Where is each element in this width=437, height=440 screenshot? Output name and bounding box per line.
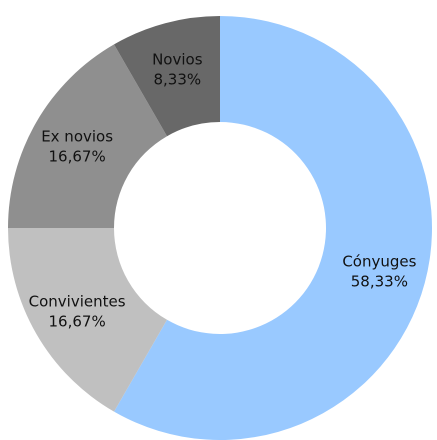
labels-layer: Cónyuges 58,33%Convivientes 16,67%Ex novio… (29, 51, 417, 331)
slice-ex-novios (8, 44, 168, 228)
slice-label-name: Convivientes (29, 293, 126, 311)
slice-label-value: 16,67% (49, 147, 106, 165)
slice-convivientes (8, 228, 168, 412)
slice-label-conyuges: Cónyuges 58,33% (342, 253, 416, 291)
slice-label-convivientes: Convivientes 16,67% (29, 293, 126, 331)
slice-label-name: Novios (152, 51, 203, 69)
slice-label-name: Ex novios (41, 127, 113, 145)
slices-layer (8, 16, 432, 440)
slice-label-value: 8,33% (153, 71, 201, 89)
slice-label-value: 16,67% (49, 313, 106, 331)
slice-label-value: 58,33% (351, 273, 408, 291)
slice-novios (114, 16, 220, 137)
slice-label-name: Cónyuges (342, 253, 416, 271)
slice-conyuges (114, 16, 432, 440)
slice-label-ex-novios: Ex novios 16,67% (41, 127, 113, 165)
slice-label-novios: Novios 8,33% (152, 51, 203, 89)
